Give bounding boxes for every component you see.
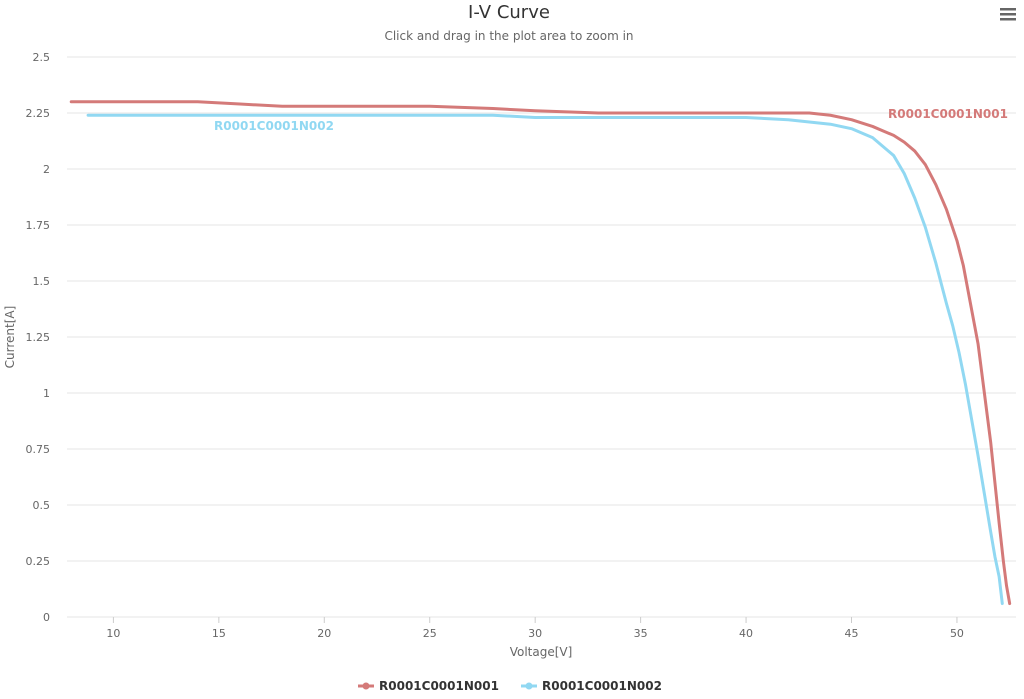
plot-grid: [67, 56, 1016, 618]
y-tick-label: 0.5: [33, 499, 51, 512]
legend-marker-r0001c0001n002: [525, 682, 533, 690]
x-tick-label: 30: [528, 627, 542, 640]
x-tick-label: 20: [317, 627, 331, 640]
y-axis-title: Current[A]: [3, 306, 17, 369]
x-axis-title: Voltage[V]: [510, 645, 573, 659]
series-label-r0001c0001n002: R0001C0001N002: [214, 119, 334, 133]
legend-item-r0001c0001n001[interactable]: R0001C0001N001: [358, 679, 499, 693]
y-tick-label: 1: [43, 387, 50, 400]
y-tick-label: 1.25: [26, 331, 51, 344]
x-axis-ticks: 10 15 20 25 30 35 40 45 50: [106, 617, 964, 640]
x-tick-label: 10: [106, 627, 120, 640]
plot-series[interactable]: [69, 100, 1012, 606]
y-tick-label: 2.25: [26, 107, 51, 120]
chart-title: I-V Curve: [468, 2, 550, 23]
x-tick-label: 50: [950, 627, 964, 640]
y-tick-label: 1.5: [33, 275, 51, 288]
legend-item-r0001c0001n002[interactable]: R0001C0001N002: [521, 679, 662, 693]
x-tick-label: 15: [212, 627, 226, 640]
y-tick-label: 0.25: [26, 555, 51, 568]
y-tick-label: 2.5: [33, 51, 51, 64]
legend-marker-r0001c0001n001: [362, 682, 370, 690]
series-line-r0001c0001n002[interactable]: [86, 113, 1004, 606]
y-tick-label: 0.75: [26, 443, 51, 456]
chart-subtitle: Click and drag in the plot area to zoom …: [384, 29, 633, 43]
y-tick-label: 0: [43, 611, 50, 624]
legend: R0001C0001N001 R0001C0001N002: [358, 679, 662, 693]
legend-label-r0001c0001n002: R0001C0001N002: [542, 679, 662, 693]
hamburger-menu-icon: [1000, 8, 1016, 21]
x-tick-label: 25: [423, 627, 437, 640]
series-line-r0001c0001n001[interactable]: [69, 100, 1012, 606]
y-tick-label: 1.75: [26, 219, 51, 232]
x-tick-label: 45: [845, 627, 859, 640]
y-tick-label: 2: [43, 163, 50, 176]
x-tick-label: 35: [634, 627, 648, 640]
x-tick-label: 40: [739, 627, 753, 640]
legend-label-r0001c0001n001: R0001C0001N001: [379, 679, 499, 693]
chart-menu-button[interactable]: [994, 5, 1018, 25]
series-label-r0001c0001n001: R0001C0001N001: [888, 107, 1008, 121]
y-axis-ticks: 0 0.25 0.5 0.75 1 1.25 1.5 1.75 2 2.25 2.5: [26, 51, 51, 624]
